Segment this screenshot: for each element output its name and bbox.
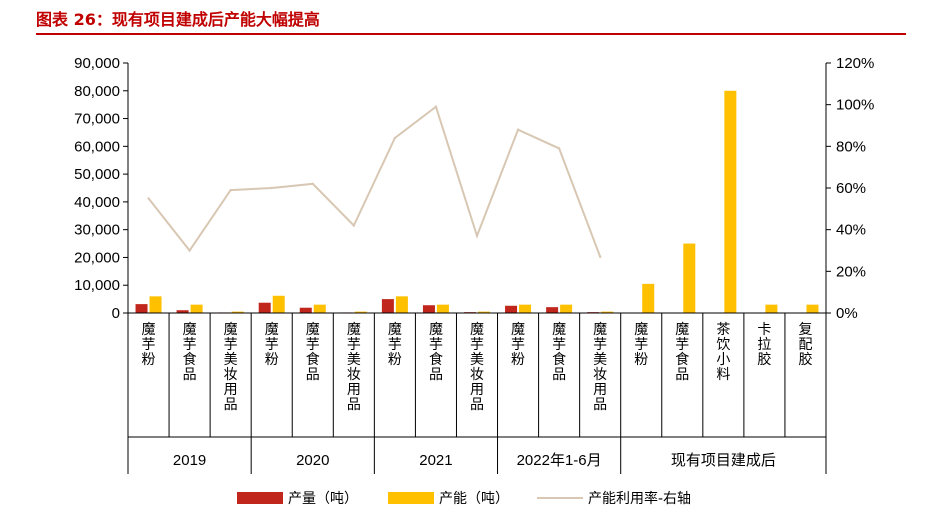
category-label: 卡拉胶 — [757, 322, 771, 368]
category-label: 魔芋粉 — [142, 322, 156, 368]
right-tick-label: 40% — [836, 222, 866, 239]
legend-capacity-label: 产能（吨） — [439, 491, 509, 507]
right-tick-label: 120% — [836, 55, 874, 72]
category-label: 茶饮小料 — [716, 322, 730, 383]
capacity-bar — [354, 311, 367, 313]
capacity-bar — [601, 311, 614, 313]
utilization-point — [270, 186, 273, 190]
capacity-bar — [436, 304, 449, 313]
left-axis: 0 10,000 20,000 30,000 40,000 50,000 60,000 70,… — [74, 55, 129, 322]
capacity-bar — [190, 304, 203, 313]
utilization-point — [393, 136, 397, 140]
group-label: 2021 — [419, 452, 452, 469]
left-tick-label: 30,000 — [74, 222, 120, 239]
capacity-bar — [560, 304, 573, 313]
utilization-point — [352, 224, 356, 227]
left-tick-label: 60,000 — [74, 138, 120, 155]
capacity-bar — [765, 304, 778, 313]
category-label: 魔芋食品 — [306, 322, 320, 383]
utilization-point — [598, 255, 602, 258]
title-rule — [36, 33, 906, 35]
right-tick-label: 0% — [836, 305, 858, 322]
right-tick-label: 20% — [836, 263, 866, 280]
legend-production-swatch — [237, 492, 283, 504]
left-tick-label: 0 — [112, 305, 120, 322]
category-label: 魔芋食品 — [429, 322, 443, 383]
capacity-bar — [313, 304, 326, 313]
category-label: 魔芋食品 — [552, 322, 566, 383]
category-label: 复配胶 — [798, 321, 812, 368]
capacity-bar — [231, 311, 244, 313]
production-bar — [422, 305, 435, 313]
left-tick-label: 70,000 — [74, 111, 120, 128]
group-label: 2019 — [173, 452, 206, 469]
group-label: 2020 — [296, 452, 329, 469]
left-tick-label: 50,000 — [74, 166, 120, 183]
left-tick-label: 10,000 — [74, 277, 120, 294]
category-label: 魔芋美妆用品 — [347, 322, 361, 413]
production-bar — [176, 310, 189, 313]
capacity-bar — [149, 296, 162, 313]
utilization-point — [475, 234, 479, 238]
category-label: 魔芋美妆用品 — [593, 322, 607, 413]
left-tick-label: 20,000 — [74, 249, 120, 266]
capacity-bar — [478, 311, 490, 313]
left-tick-label: 80,000 — [74, 83, 120, 100]
production-bar — [505, 305, 518, 313]
category-label: 魔芋粉 — [388, 322, 402, 368]
capacity-bar — [395, 296, 408, 313]
figure-title: 图表 26：现有项目建成后产能大幅提高 — [36, 10, 320, 29]
capacity-bar — [642, 283, 655, 313]
legend-production-label: 产量（吨） — [288, 491, 358, 507]
utilization-point — [188, 249, 191, 252]
production-bar — [258, 302, 271, 313]
bars — [135, 90, 819, 314]
right-tick-label: 100% — [836, 97, 874, 114]
right-tick-label: 80% — [836, 138, 866, 155]
utilization-point — [229, 188, 232, 192]
legend-utilization-label: 产能利用率-右轴 — [588, 490, 691, 507]
category-label: 魔芋粉 — [511, 322, 525, 368]
production-bar — [135, 304, 148, 313]
capacity-bar — [683, 243, 696, 313]
utilization-line-path — [147, 105, 602, 258]
legend-capacity-swatch — [388, 492, 434, 504]
utilization-point — [147, 197, 150, 200]
capacity-bar — [806, 304, 819, 313]
category-label: 魔芋食品 — [183, 322, 197, 383]
utilization-line — [147, 105, 602, 258]
production-bar — [299, 307, 312, 313]
production-bar — [381, 299, 394, 313]
right-axis: 0% 20% 40% 60% 80% 100% 120% — [825, 55, 874, 322]
left-tick-label: 40,000 — [74, 194, 120, 211]
legend: 产量（吨） 产能（吨） 产能利用率-右轴 — [237, 490, 691, 507]
category-label: 魔芋食品 — [675, 322, 689, 383]
utilization-point — [434, 105, 438, 108]
left-tick-label: 90,000 — [74, 55, 120, 72]
capacity-bar — [724, 90, 737, 314]
group-label: 2022年1-6月 — [517, 452, 602, 469]
right-tick-label: 60% — [836, 180, 866, 197]
capacity-bar — [519, 304, 532, 313]
category-label: 魔芋粉 — [265, 322, 279, 368]
x-axis: 2019 2020 2021 2022年1-6月 现有项目建成后 魔芋粉 魔芋食品 魔芋美妆用… — [127, 312, 827, 474]
category-label: 魔芋美妆用品 — [470, 322, 484, 413]
group-label: 现有项目建成后 — [671, 452, 776, 469]
utilization-point — [311, 182, 314, 186]
utilization-point — [516, 128, 520, 131]
utilization-point — [557, 147, 561, 150]
category-label: 魔芋美妆用品 — [224, 322, 238, 413]
category-label: 魔芋粉 — [634, 322, 648, 368]
production-bar — [546, 307, 559, 313]
capacity-bar — [272, 295, 285, 313]
